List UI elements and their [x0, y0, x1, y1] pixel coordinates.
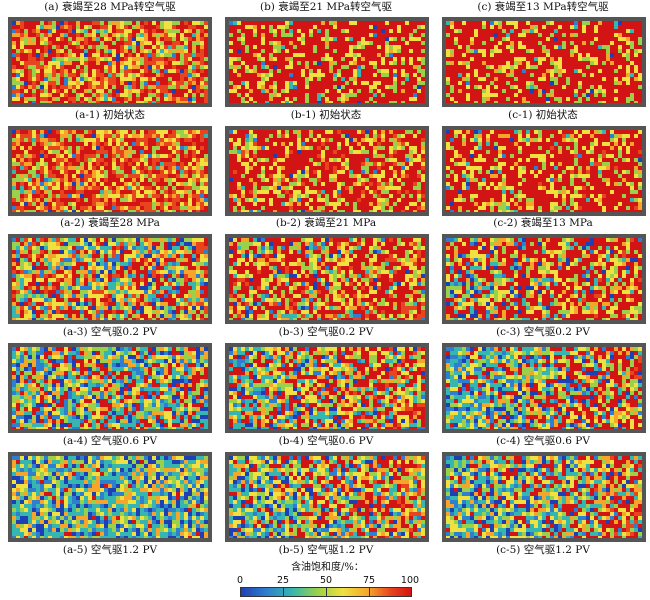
legend-tick-100: 100 [400, 575, 420, 586]
panel-caption: (c-2) 衰竭至13 MPa [493, 217, 593, 229]
saturation-map [225, 234, 429, 324]
saturation-map [225, 343, 429, 433]
panel-caption: (b-1) 初始状态 [290, 109, 362, 121]
panel-caption: (b-2) 衰竭至21 MPa [275, 217, 377, 229]
saturation-map [8, 17, 212, 107]
panel-caption: (b-5) 空气驱1.2 PV [278, 544, 374, 556]
column-title: (b) 衰竭至21 MPa转空气驱 [259, 1, 393, 13]
panel-caption: (a-5) 空气驱1.2 PV [62, 544, 158, 556]
column-title: (a) 衰竭至28 MPa转空气驱 [44, 1, 176, 13]
saturation-texture [12, 238, 208, 320]
saturation-map [442, 343, 646, 433]
saturation-map [442, 452, 646, 542]
saturation-map [8, 234, 212, 324]
colorbar-tick [326, 588, 327, 596]
saturation-texture [12, 21, 208, 103]
panel-caption: (a-2) 衰竭至28 MPa [60, 217, 160, 229]
saturation-map [225, 126, 429, 216]
saturation-map [225, 452, 429, 542]
legend-tick-50: 50 [319, 575, 333, 586]
saturation-map [442, 234, 646, 324]
saturation-map [8, 343, 212, 433]
saturation-texture [446, 456, 642, 538]
saturation-map [8, 126, 212, 216]
panel-caption: (a-3) 空气驱0.2 PV [62, 326, 158, 338]
legend-tick-75: 75 [362, 575, 376, 586]
panel-caption: (b-4) 空气驱0.6 PV [278, 435, 374, 447]
panel-caption: (c-5) 空气驱1.2 PV [496, 544, 590, 556]
saturation-texture [229, 238, 425, 320]
column-title: (c) 衰竭至13 MPa转空气驱 [477, 1, 609, 13]
legend-colorbar [240, 587, 412, 597]
panel-caption: (a-1) 初始状态 [74, 109, 146, 121]
saturation-map [442, 17, 646, 107]
colorbar-tick [369, 588, 370, 596]
panel-caption: (b-3) 空气驱0.2 PV [278, 326, 374, 338]
legend-tick-25: 25 [276, 575, 290, 586]
saturation-texture [12, 130, 208, 212]
colorbar-tick [283, 588, 284, 596]
saturation-texture [229, 347, 425, 429]
saturation-texture [229, 130, 425, 212]
legend-tick-0: 0 [236, 575, 244, 586]
panel-caption: (a-4) 空气驱0.6 PV [62, 435, 158, 447]
saturation-map [225, 17, 429, 107]
saturation-texture [446, 130, 642, 212]
saturation-texture [446, 238, 642, 320]
saturation-texture [446, 347, 642, 429]
panel-caption: (c-1) 初始状态 [508, 109, 578, 121]
saturation-texture [12, 347, 208, 429]
panel-caption: (c-3) 空气驱0.2 PV [496, 326, 590, 338]
saturation-map [442, 126, 646, 216]
saturation-texture [12, 456, 208, 538]
legend-title: 含油饱和度/%： [291, 562, 364, 573]
saturation-texture [229, 21, 425, 103]
saturation-texture [229, 456, 425, 538]
saturation-texture [446, 21, 642, 103]
saturation-map [8, 452, 212, 542]
panel-caption: (c-4) 空气驱0.6 PV [496, 435, 590, 447]
